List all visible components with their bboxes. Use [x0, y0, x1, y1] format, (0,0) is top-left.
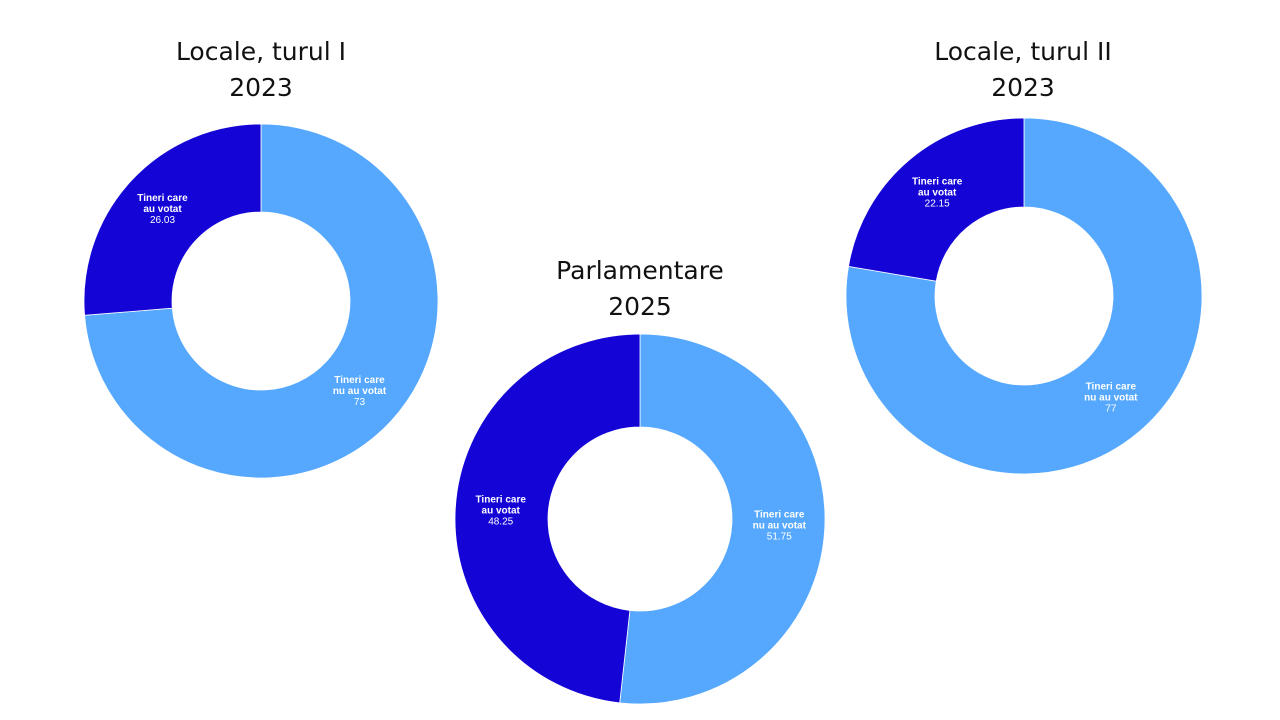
chart-1-slice-1-label: Tineri care nu au votat 73 [333, 375, 387, 408]
slice-value: 73 [354, 397, 366, 408]
chart-1-slice-2-label: Tineri care au votat 26.03 [137, 193, 188, 226]
slice-label-line: Tineri care [137, 193, 188, 204]
slice-label-line: Tineri care [476, 494, 527, 505]
slice-label-line: au votat [918, 187, 957, 198]
chart-1-slice-1 [84, 123, 439, 479]
slice-value: 77 [1105, 404, 1117, 415]
slice-label-line: Tineri care [334, 375, 385, 386]
chart-1-title: Locale, turul I 2023 [111, 34, 411, 106]
chart-1-title-line: Locale, turul I [175, 37, 347, 66]
chart-3-title-line: Locale, turul II [934, 37, 1112, 66]
chart-3-slice-1-label: Tineri care nu au votat 77 [1084, 382, 1138, 415]
chart-2-slice-1-label: Tineri care nu au votat 51.75 [753, 510, 807, 543]
slice-value: 22.15 [925, 198, 950, 209]
slice-value: 51.75 [767, 532, 792, 543]
chart-1-subtitle: 2023 [229, 73, 293, 102]
chart-3-slice-1 [845, 117, 1203, 475]
slice-value: 26.03 [150, 215, 175, 226]
slice-value: 48.25 [488, 516, 513, 527]
slice-label-line: Tineri care [754, 510, 805, 521]
chart-2-slice-1 [619, 333, 826, 705]
slice-label-line: nu au votat [753, 521, 807, 532]
chart-3-slice-2 [848, 117, 1025, 282]
chart-3-slice-2-label: Tineri care au votat 22.15 [912, 176, 963, 209]
slice-label-line: Tineri care [1086, 382, 1137, 393]
chart-2-subtitle: 2025 [608, 292, 672, 321]
chart-2-title: Parlamentare 2025 [490, 253, 790, 325]
slice-label-line: nu au votat [333, 386, 387, 397]
chart-2-title-line: Parlamentare [556, 256, 724, 285]
slice-label-line: au votat [143, 204, 182, 215]
slice-label-line: nu au votat [1084, 393, 1138, 404]
chart-1-slice-2 [83, 123, 262, 316]
chart-2-slice-2 [454, 333, 641, 704]
chart-3-title: Locale, turul II 2023 [873, 34, 1173, 106]
slice-label-line: Tineri care [912, 176, 963, 187]
chart-2-slice-2-label: Tineri care au votat 48.25 [476, 494, 527, 527]
chart-3-subtitle: 2023 [991, 73, 1055, 102]
slice-label-line: au votat [482, 505, 521, 516]
